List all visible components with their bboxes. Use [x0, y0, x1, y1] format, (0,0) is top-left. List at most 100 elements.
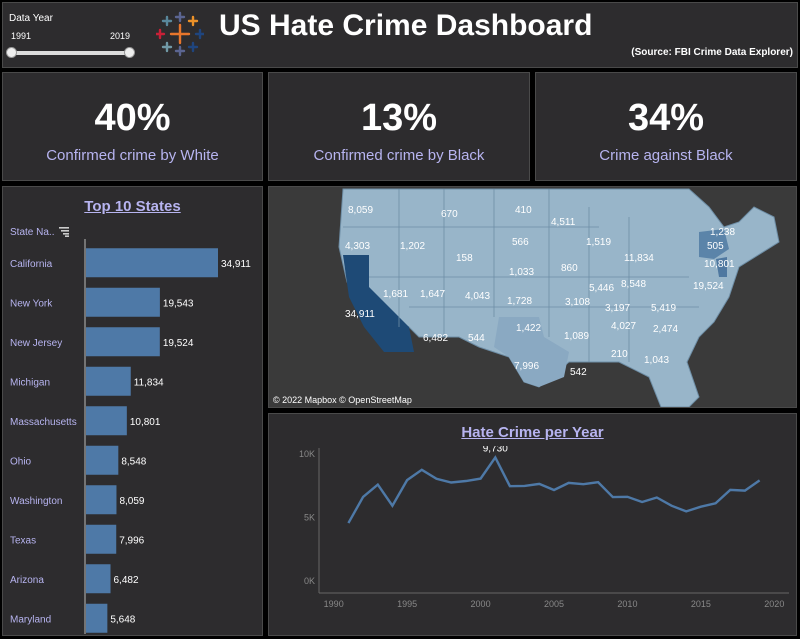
line-point[interactable] [611, 495, 615, 499]
line-point[interactable] [670, 504, 674, 508]
bar-category-label[interactable]: Texas [10, 535, 36, 546]
bar-mark[interactable] [86, 366, 131, 396]
top-states-title[interactable]: Top 10 States [84, 198, 181, 215]
bar-category-label[interactable]: Massachusetts [10, 417, 77, 428]
map-state-value-label: 3,197 [605, 303, 630, 314]
line-point[interactable] [435, 477, 439, 481]
bar-mark[interactable] [86, 603, 108, 633]
map-state-value-label: 1,728 [507, 296, 532, 307]
bar-mark[interactable] [86, 485, 117, 515]
line-point[interactable] [390, 504, 394, 508]
line-point[interactable] [567, 481, 571, 485]
bar-category-label[interactable]: New York [10, 298, 53, 309]
map-state-value-label: 4,027 [611, 321, 636, 332]
line-point[interactable] [464, 479, 468, 483]
bar-mark[interactable] [86, 445, 119, 475]
line-point[interactable] [699, 505, 703, 509]
line-point[interactable] [581, 482, 585, 486]
line-point[interactable] [405, 478, 409, 482]
map-state-value-label: 19,524 [693, 281, 724, 292]
line-point[interactable] [493, 455, 497, 459]
bar-category-label[interactable]: Washington [10, 496, 62, 507]
map-state-value-label: 566 [512, 237, 529, 248]
bar-mark[interactable] [86, 564, 111, 594]
kpi-card-black: 13% Confirmed crime by Black [268, 72, 530, 181]
dashboard-title: US Hate Crime Dashboard [219, 9, 593, 42]
us-map-panel[interactable]: 8,059 670 410 4,511 1,238 4,303 1,202 566 1,519 5… [268, 186, 797, 408]
line-point[interactable] [655, 496, 659, 500]
map-state-value-label: 210 [611, 349, 628, 360]
line-point[interactable] [758, 478, 762, 482]
map-state-value-label: 10,801 [704, 259, 735, 270]
header-panel: Data Year 1991 2019 US Hate Crime Dashbo… [2, 2, 798, 68]
bar-category-label[interactable]: Maryland [10, 614, 51, 625]
kpi-card-white: 40% Confirmed crime by White [2, 72, 263, 181]
tableau-logo-icon [156, 11, 204, 57]
source-note: (Source: FBI Crime Data Explorer) [631, 47, 793, 58]
line-point[interactable] [508, 484, 512, 488]
line-point[interactable] [596, 480, 600, 484]
year-slider-track[interactable] [10, 51, 132, 55]
line-series[interactable] [347, 455, 761, 524]
line-point[interactable] [361, 495, 365, 499]
line-point[interactable] [552, 488, 556, 492]
bar-mark[interactable] [86, 406, 127, 436]
map-state-value-label: 1,238 [710, 227, 735, 238]
line-point[interactable] [714, 501, 718, 505]
bar-value-label: 5,648 [110, 614, 135, 625]
kpi-value: 34% [627, 97, 705, 139]
line-point[interactable] [420, 468, 424, 472]
map-state-value-label: 670 [441, 209, 458, 220]
line-point[interactable] [625, 495, 629, 499]
bar-category-label[interactable]: Arizona [10, 575, 44, 586]
line-point[interactable] [376, 483, 380, 487]
kpi-label: Confirmed crime by Black [313, 147, 485, 164]
bar-category-label[interactable]: Ohio [10, 456, 32, 467]
bar-mark[interactable] [86, 248, 218, 278]
y-tick-label: 0K [304, 576, 315, 586]
state-texas[interactable] [494, 317, 569, 387]
line-chart-title[interactable]: Hate Crime per Year [461, 424, 604, 441]
line-point[interactable] [449, 481, 453, 485]
bar-value-label: 19,524 [163, 338, 194, 349]
map-state-value-label: 860 [561, 263, 578, 274]
x-tick-label: 2005 [544, 599, 564, 609]
line-point[interactable] [523, 484, 527, 488]
top-states-panel: Top 10 States State Na.. California 34,91… [2, 186, 263, 636]
state-axis-label[interactable]: State Na.. [10, 227, 55, 238]
bar-category-label[interactable]: New Jersey [10, 338, 62, 349]
line-point[interactable] [479, 477, 483, 481]
map-state-value-label: 4,043 [465, 291, 490, 302]
map-state-value-label: 1,089 [564, 331, 589, 342]
line-point[interactable] [640, 500, 644, 504]
kpi-value: 13% [360, 97, 438, 139]
bar-value-label: 6,482 [114, 575, 139, 586]
line-point[interactable] [346, 521, 350, 525]
line-point[interactable] [537, 482, 541, 486]
x-tick-label: 1990 [324, 599, 344, 609]
x-tick-label: 2020 [764, 599, 784, 609]
map-state-value-label: 4,511 [551, 217, 576, 228]
us-choropleth-map[interactable]: 8,059 670 410 4,511 1,238 4,303 1,202 566 1,519 5… [269, 187, 796, 407]
filter-icon[interactable] [59, 227, 69, 237]
year-max-label: 2019 [110, 31, 131, 41]
bar-category-label[interactable]: California [10, 259, 53, 270]
bar-mark[interactable] [86, 327, 160, 357]
bar-category-label[interactable]: Michigan [10, 377, 50, 388]
map-state-value-label: 158 [456, 253, 473, 264]
line-point[interactable] [684, 509, 688, 513]
bar-mark[interactable] [86, 287, 160, 317]
state-california[interactable] [343, 255, 414, 352]
line-point[interactable] [743, 489, 747, 493]
bar-mark[interactable] [86, 524, 117, 554]
map-attribution[interactable]: © 2022 Mapbox © OpenStreetMap [273, 395, 412, 405]
map-state-value-label: 1,647 [420, 289, 445, 300]
year-slider-min-handle[interactable] [6, 47, 17, 58]
line-point[interactable] [728, 488, 732, 492]
map-state-value-label: 1,202 [400, 241, 425, 252]
year-min-label: 1991 [11, 31, 32, 41]
map-state-value-label: 6,482 [423, 333, 448, 344]
state-newjersey[interactable] [716, 257, 727, 277]
state-newyork[interactable] [699, 229, 729, 259]
year-slider-max-handle[interactable] [124, 47, 135, 58]
